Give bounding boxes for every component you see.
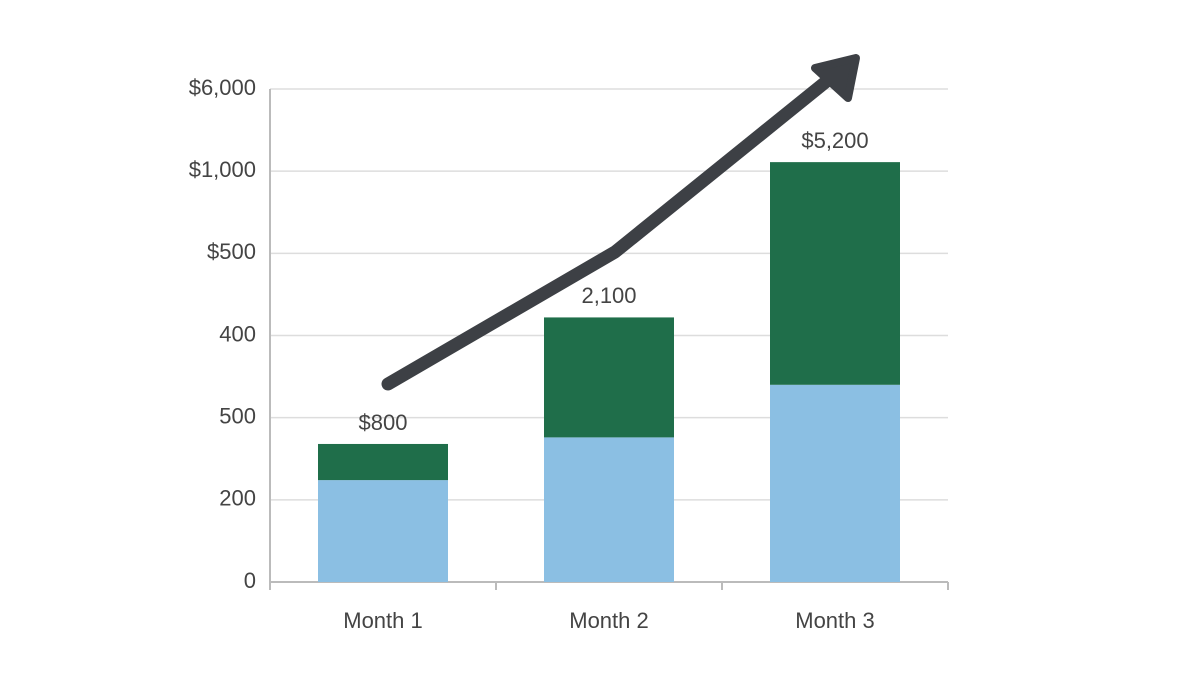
y-tick-label: 400 bbox=[219, 321, 256, 346]
bar-segment bbox=[770, 384, 900, 582]
trend-arrow-head bbox=[811, 54, 860, 102]
x-tick-label: Month 2 bbox=[569, 608, 649, 633]
bar-segment bbox=[318, 443, 448, 481]
bar-segment bbox=[544, 437, 674, 582]
total-label: $5,200 bbox=[801, 128, 868, 153]
bar-segment bbox=[318, 480, 448, 582]
labels: 0 200 500 400 $500 $1,000 $6,000 Month 1 $800 Mon… bbox=[189, 75, 875, 633]
x-tick-label: Month 1 bbox=[343, 608, 423, 633]
y-tick-label: $500 bbox=[207, 239, 256, 264]
total-label: 2,100 bbox=[581, 283, 636, 308]
trend-arrow bbox=[381, 54, 860, 391]
y-tick-label: $6,000 bbox=[189, 75, 256, 100]
bar-segment bbox=[770, 162, 900, 385]
trend-arrow-line bbox=[381, 65, 845, 391]
x-tick-label: Month 3 bbox=[795, 608, 875, 633]
bar-segment bbox=[544, 317, 674, 438]
y-tick-label: 0 bbox=[244, 568, 256, 593]
y-tick-label: $1,000 bbox=[189, 157, 256, 182]
y-tick-label: 200 bbox=[219, 486, 256, 511]
total-label: $800 bbox=[359, 410, 408, 435]
bars bbox=[318, 162, 900, 582]
y-tick-label: 500 bbox=[219, 403, 256, 428]
